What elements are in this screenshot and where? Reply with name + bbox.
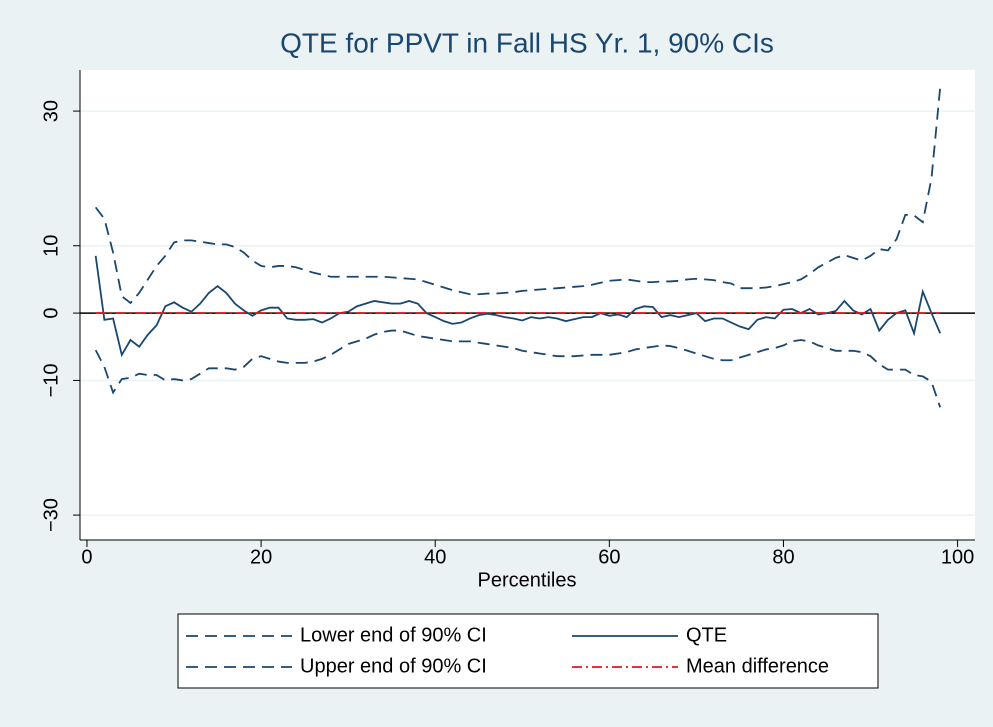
- y-tick-label: 0: [40, 308, 62, 319]
- x-tick-label: 40: [424, 546, 446, 568]
- chart-title: QTE for PPVT in Fall HS Yr. 1, 90% CIs: [280, 27, 774, 58]
- legend-label: QTE: [686, 624, 727, 646]
- legend-label: Upper end of 90% CI: [300, 655, 487, 677]
- x-axis-title: Percentiles: [478, 569, 577, 591]
- y-tick-label: −30: [40, 498, 62, 532]
- series-line: [94, 329, 942, 408]
- y-tick-label: −10: [40, 363, 62, 397]
- plot-area: [80, 70, 975, 540]
- legend-label: Mean difference: [686, 655, 829, 677]
- y-tick-label: 10: [40, 235, 62, 257]
- series-line: [94, 87, 942, 305]
- x-tick-label: 20: [250, 546, 272, 568]
- x-tick-label: 60: [598, 546, 620, 568]
- x-tick-label: 100: [941, 546, 974, 568]
- y-tick-label: 30: [40, 100, 62, 122]
- legend-label: Lower end of 90% CI: [300, 624, 487, 646]
- x-tick-label: 80: [772, 546, 794, 568]
- legend: [177, 613, 879, 689]
- x-tick-label: 0: [81, 546, 92, 568]
